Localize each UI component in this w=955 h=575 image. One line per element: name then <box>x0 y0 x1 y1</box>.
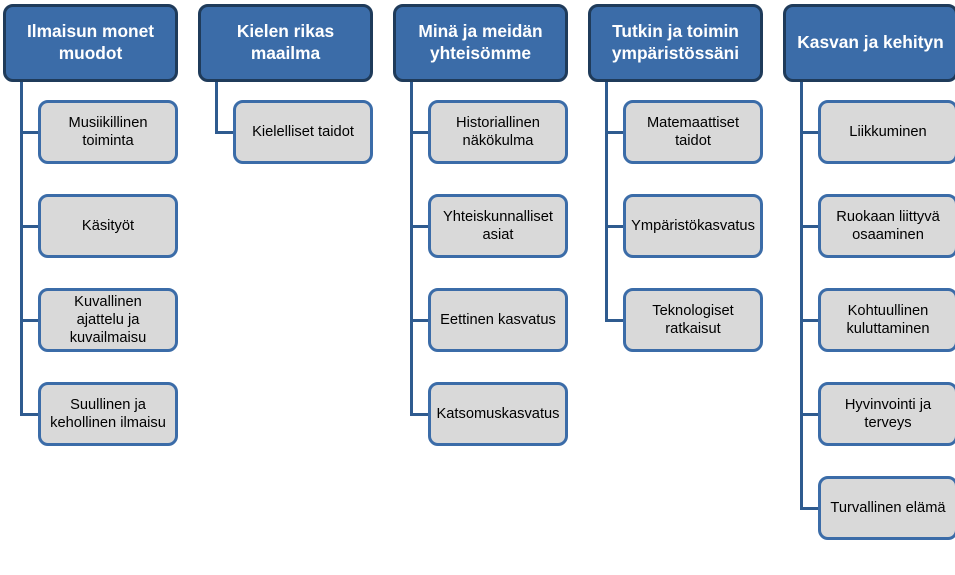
child-node: Ruokaan liittyvä osaaminen <box>818 194 955 258</box>
child-wrap: Kielelliset taidot <box>233 100 373 164</box>
child-wrap: Yhteiskunnalliset asiat <box>428 194 568 258</box>
child-wrap: Katsomuskasvatus <box>428 382 568 446</box>
child-wrap: Hyvinvointi ja terveys <box>818 382 955 446</box>
child-wrap: Käsityöt <box>38 194 178 258</box>
child-node: Matemaattiset taidot <box>623 100 763 164</box>
child-node: Yhteiskunnalliset asiat <box>428 194 568 258</box>
connector-elbow <box>20 131 38 134</box>
child-wrap: Musiikillinen toiminta <box>38 100 178 164</box>
child-node: Ympäristökasvatus <box>623 194 763 258</box>
child-wrap: Turvallinen elämä <box>818 476 955 540</box>
connector-elbow <box>800 413 818 416</box>
child-wrap: Kuvallinen ajattelu ja kuvailmaisu <box>38 288 178 352</box>
child-node: Käsityöt <box>38 194 178 258</box>
connector-elbow <box>605 131 623 134</box>
children-container: Liikkuminen Ruokaan liittyvä osaaminen Koh… <box>783 82 955 540</box>
child-node: Musiikillinen toiminta <box>38 100 178 164</box>
connector-elbow <box>800 225 818 228</box>
child-node: Kohtuullinen kuluttaminen <box>818 288 955 352</box>
connector-elbow <box>410 131 428 134</box>
children-container: Musiikillinen toiminta Käsityöt Kuvallinen… <box>3 82 178 446</box>
column-header: Tutkin ja toimin ympäristössäni <box>588 4 763 82</box>
child-node: Turvallinen elämä <box>818 476 955 540</box>
connector-elbow <box>800 507 818 510</box>
children-container: Matemaattiset taidot Ympäristökasvatus Tek… <box>588 82 763 352</box>
child-wrap: Historiallinen näkökulma <box>428 100 568 164</box>
column-header: Kielen rikas maailma <box>198 4 373 82</box>
child-wrap: Ruokaan liittyvä osaaminen <box>818 194 955 258</box>
connector-elbow <box>20 319 38 322</box>
connector-elbow <box>800 131 818 134</box>
child-node: Teknologiset ratkaisut <box>623 288 763 352</box>
children-container: Kielelliset taidot <box>198 82 373 164</box>
child-node: Liikkuminen <box>818 100 955 164</box>
connector-elbow <box>410 225 428 228</box>
child-node: Kielelliset taidot <box>233 100 373 164</box>
connector-elbow <box>800 319 818 322</box>
column-1: Kielen rikas maailma Kielelliset taidot <box>198 4 373 164</box>
child-wrap: Liikkuminen <box>818 100 955 164</box>
child-wrap: Teknologiset ratkaisut <box>623 288 763 352</box>
column-header: Minä ja meidän yhteisömme <box>393 4 568 82</box>
child-wrap: Eettinen kasvatus <box>428 288 568 352</box>
child-node: Eettinen kasvatus <box>428 288 568 352</box>
connector-elbow <box>410 413 428 416</box>
column-header: Ilmaisun monet muodot <box>3 4 178 82</box>
children-container: Historiallinen näkökulma Yhteiskunnallise… <box>393 82 568 446</box>
child-wrap: Kohtuullinen kuluttaminen <box>818 288 955 352</box>
column-4: Kasvan ja kehityn Liikkuminen Ruokaan liit… <box>783 4 955 540</box>
column-header: Kasvan ja kehityn <box>783 4 955 82</box>
connector-elbow <box>20 413 38 416</box>
child-node: Katsomuskasvatus <box>428 382 568 446</box>
column-2: Minä ja meidän yhteisömmeHistoriallinen … <box>393 4 568 446</box>
connector-elbow <box>605 225 623 228</box>
connector-elbow <box>605 319 623 322</box>
child-node: Suullinen ja kehollinen ilmaisu <box>38 382 178 446</box>
column-0: Ilmaisun monet muodotMusiikillinen toimi… <box>3 4 178 446</box>
connector-elbow <box>215 131 233 134</box>
column-3: Tutkin ja toimin ympäristössäniMatemaatt… <box>588 4 763 352</box>
child-node: Hyvinvointi ja terveys <box>818 382 955 446</box>
child-wrap: Matemaattiset taidot <box>623 100 763 164</box>
connector-elbow <box>20 225 38 228</box>
child-wrap: Suullinen ja kehollinen ilmaisu <box>38 382 178 446</box>
connector-elbow <box>410 319 428 322</box>
child-node: Kuvallinen ajattelu ja kuvailmaisu <box>38 288 178 352</box>
child-wrap: Ympäristökasvatus <box>623 194 763 258</box>
org-chart-canvas: Ilmaisun monet muodotMusiikillinen toimi… <box>0 0 955 575</box>
child-node: Historiallinen näkökulma <box>428 100 568 164</box>
